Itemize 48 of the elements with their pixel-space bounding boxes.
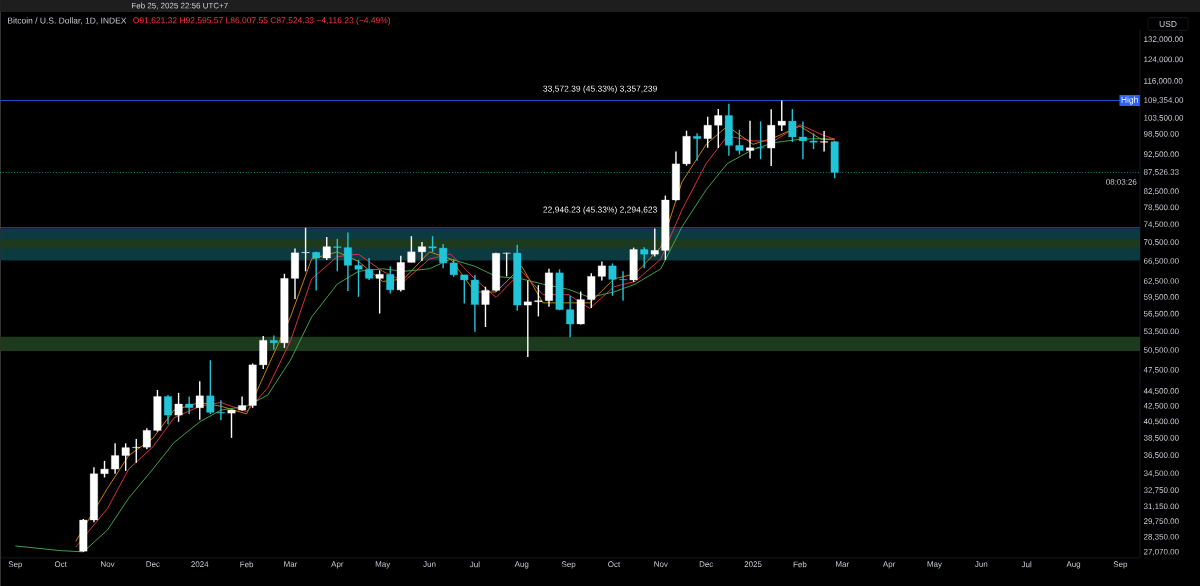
candlestick — [714, 108, 723, 149]
candlestick — [481, 286, 490, 328]
candlestick — [534, 284, 543, 318]
candlestick — [788, 108, 797, 143]
candlestick — [396, 254, 405, 293]
candlestick — [735, 129, 744, 156]
candlestick — [259, 335, 268, 370]
candlestick — [566, 295, 575, 339]
candlestick — [820, 130, 829, 153]
candlestick — [703, 116, 712, 149]
chart-subtitle: O91,621.32 H92,595.57 L86,007.55 C87,524.33 −4,116.23 (−4.49%) — [133, 17, 391, 25]
candlestick — [269, 334, 278, 351]
candlestick — [79, 518, 88, 553]
candlestick — [555, 268, 564, 311]
y-axis-title: USD — [1159, 21, 1177, 28]
candlestick — [661, 194, 670, 261]
candlestick — [576, 290, 585, 326]
candlestick — [227, 409, 236, 439]
candlestick — [386, 265, 395, 295]
candlestick — [799, 120, 807, 160]
annotation: 33,572.39 (45.33%) 3,357,239 — [543, 85, 657, 94]
candlestick — [682, 130, 691, 167]
candlestick — [312, 251, 321, 292]
candlestick — [174, 392, 183, 423]
annotation: 22,946.23 (45.33%) 2,294,623 — [543, 206, 657, 215]
candlestick — [322, 236, 331, 261]
candlestick — [502, 252, 511, 278]
candlestick — [513, 244, 522, 312]
candlestick — [354, 259, 363, 298]
candlestick — [375, 269, 384, 315]
candlestick — [185, 395, 194, 415]
candlestick — [523, 279, 532, 358]
candlestick — [608, 262, 617, 297]
ref-line-label: High — [1121, 96, 1138, 105]
candlestick — [629, 246, 638, 283]
candlestick — [650, 227, 659, 258]
candlestick — [640, 246, 649, 270]
candlestick — [195, 380, 204, 421]
candlestick — [693, 132, 702, 162]
candlestick — [619, 270, 627, 302]
candlestick — [746, 120, 754, 160]
candlestick — [153, 389, 162, 433]
candlestick — [724, 102, 733, 157]
candlestick — [407, 235, 416, 264]
candlestick — [280, 273, 289, 349]
candlestick — [756, 120, 765, 160]
chart-title: Bitcoin / U.S. Dollar, 1D, INDEX — [8, 17, 127, 25]
candlestick — [301, 227, 310, 273]
